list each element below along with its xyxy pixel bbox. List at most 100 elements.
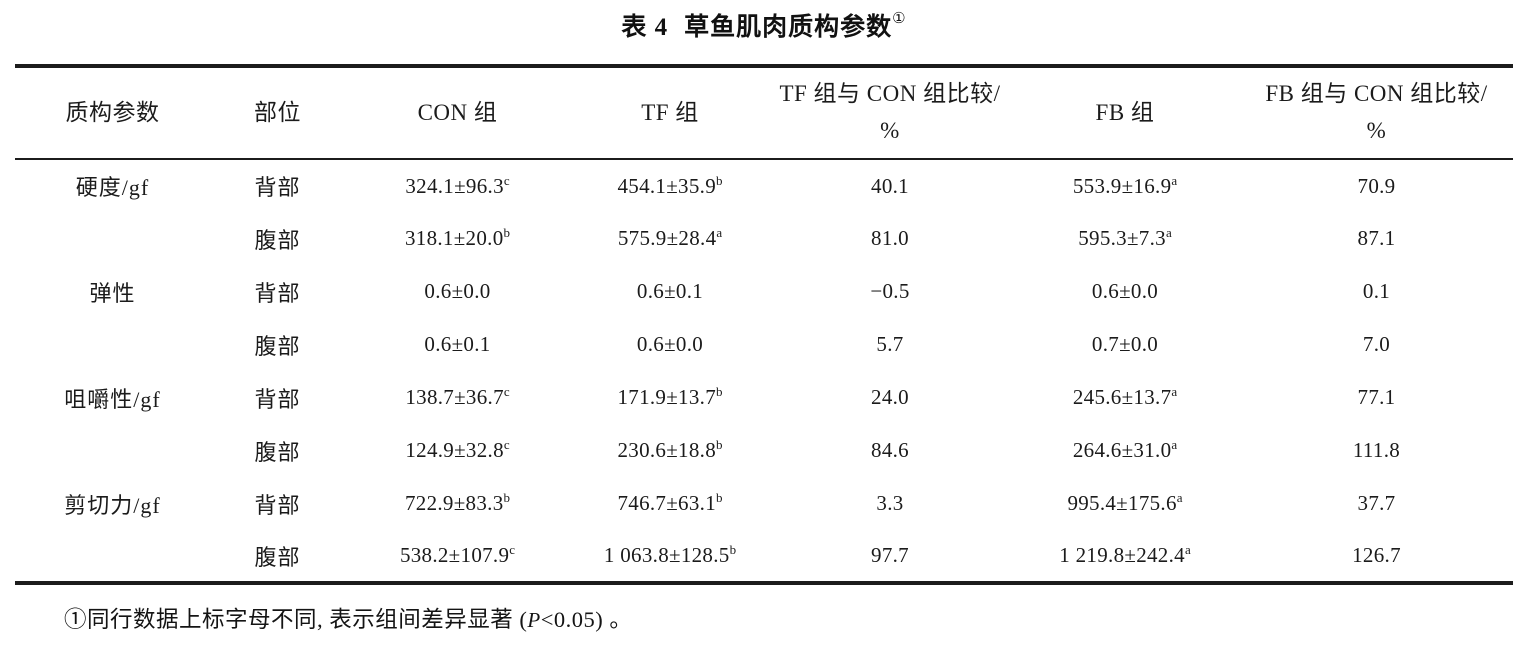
cell-con: 538.2±107.9c [345, 530, 570, 583]
cell-part: 腹部 [254, 333, 301, 359]
value: 0.6±0.0 [1091, 279, 1159, 303]
cell-fb: 245.6±13.7a [1010, 371, 1240, 424]
header-line: % [880, 118, 900, 143]
cell-part: 腹部 [254, 439, 301, 465]
value: 746.7±63.1 [617, 491, 717, 515]
cell-fb: 264.6±31.0a [1010, 424, 1240, 477]
table-row: 硬度/gf 背部 324.1±96.3c 454.1±35.9b 40.1 55… [15, 159, 1513, 212]
cell-tf: 171.9±13.7b [570, 371, 770, 424]
significance-letter: a [716, 225, 723, 240]
significance-letter: b [729, 542, 737, 557]
table-header: 质构参数 部位 CON 组 TF 组 TF 组与 CON 组比较/% FB 组 … [15, 66, 1513, 160]
cell-con: 324.1±96.3c [345, 159, 570, 212]
cell-fb-vs-con: 87.1 [1357, 226, 1396, 250]
cell-tf-vs-con: −0.5 [870, 279, 910, 303]
value: 995.4±175.6 [1067, 491, 1177, 515]
column-header-fb-vs-con: FB 组与 CON 组比较/% [1240, 66, 1513, 160]
footnote-p-symbol: P [527, 608, 541, 632]
value: 454.1±35.9 [617, 173, 717, 198]
cell-fb-vs-con: 70.9 [1357, 173, 1396, 198]
value: 0.6±0.0 [424, 279, 491, 303]
column-header-fb: FB 组 [1010, 66, 1240, 160]
cell-tf: 230.6±18.8b [570, 424, 770, 477]
cell-tf: 575.9±28.4a [570, 212, 770, 265]
cell-fb-vs-con: 37.7 [1357, 491, 1396, 515]
cell-tf: 0.6±0.0 [570, 318, 770, 371]
value: 230.6±18.8 [617, 438, 717, 462]
significance-letter: b [503, 490, 511, 505]
value: 324.1±96.3 [405, 173, 504, 198]
cell-param [15, 318, 210, 371]
header-line: FB 组与 CON 组比较/ [1265, 81, 1488, 107]
value: 0.7±0.0 [1091, 332, 1159, 356]
cell-tf-vs-con: 81.0 [871, 226, 909, 250]
cell-param: 硬度/gf [75, 175, 150, 200]
header-line: CON 组 [417, 99, 498, 125]
table-row: 腹部 124.9±32.8c 230.6±18.8b 84.6 264.6±31… [15, 424, 1513, 477]
cell-fb-vs-con: 77.1 [1357, 385, 1396, 409]
value: 0.6±0.1 [424, 332, 491, 356]
cell-tf: 1 063.8±128.5b [570, 530, 770, 583]
cell-tf-vs-con: 84.6 [871, 438, 909, 462]
significance-letter: c [503, 437, 510, 452]
value: 553.9±16.9 [1072, 173, 1172, 198]
cell-part: 腹部 [254, 544, 301, 570]
cell-param [15, 530, 210, 583]
cell-part: 背部 [254, 492, 301, 518]
significance-letter: b [716, 490, 723, 505]
cell-con: 0.6±0.0 [345, 265, 570, 318]
cell-part: 背部 [254, 280, 301, 306]
header-line: 部位 [254, 99, 301, 125]
table-row: 弹性 背部 0.6±0.0 0.6±0.1 −0.5 0.6±0.0 0.1 [15, 265, 1513, 318]
table-row: 腹部 538.2±107.9c 1 063.8±128.5b 97.7 1 21… [15, 530, 1513, 583]
significance-letter: b [716, 384, 723, 399]
cell-part: 腹部 [254, 227, 301, 253]
value: 0.6±0.0 [636, 332, 704, 356]
column-header-tf: TF 组 [570, 66, 770, 160]
column-header-texture-param: 质构参数 [15, 66, 210, 160]
cell-fb: 1 219.8±242.4a [1010, 530, 1240, 583]
cell-param: 咀嚼性/gf [64, 386, 161, 412]
cell-param [15, 424, 210, 477]
value: 264.6±31.0 [1072, 438, 1172, 462]
footnote: ①同行数据上标字母不同, 表示组间差异显著 (P<0.05) 。 [64, 602, 1527, 634]
table-container: 质构参数 部位 CON 组 TF 组 TF 组与 CON 组比较/% FB 组 … [15, 64, 1513, 585]
table-name: 草鱼肌肉质构参数 [684, 14, 893, 41]
significance-letter: b [716, 172, 723, 188]
header-line: 质构参数 [65, 99, 160, 125]
significance-letter: a [1165, 225, 1172, 240]
cell-tf-vs-con: 5.7 [876, 332, 904, 356]
texture-parameters-table: 质构参数 部位 CON 组 TF 组 TF 组与 CON 组比较/% FB 组 … [15, 64, 1513, 585]
cell-tf-vs-con: 40.1 [871, 173, 909, 198]
header-line: TF 组与 CON 组比较/ [779, 81, 1001, 107]
header-line: FB 组 [1095, 99, 1155, 125]
table-title: 表 4 草鱼肌肉质构参数① [0, 0, 1527, 43]
significance-letter: a [1184, 542, 1191, 557]
header-row: 质构参数 部位 CON 组 TF 组 TF 组与 CON 组比较/% FB 组 … [15, 66, 1513, 160]
cell-param: 弹性 [89, 280, 136, 306]
value: 318.1±20.0 [404, 226, 504, 250]
cell-part: 背部 [254, 386, 301, 412]
value: 538.2±107.9 [399, 543, 510, 567]
table-row: 腹部 318.1±20.0b 575.9±28.4a 81.0 595.3±7.… [15, 212, 1513, 265]
header-line: % [1366, 118, 1387, 143]
cell-tf: 746.7±63.1b [570, 477, 770, 530]
value: 124.9±32.8 [405, 438, 504, 462]
table-row: 剪切力/gf 背部 722.9±83.3b 746.7±63.1b 3.3 99… [15, 477, 1513, 530]
cell-con: 124.9±32.8c [345, 424, 570, 477]
table-number: 表 4 [621, 14, 669, 41]
table-body: 硬度/gf 背部 324.1±96.3c 454.1±35.9b 40.1 55… [15, 159, 1513, 583]
significance-letter: b [716, 437, 723, 452]
cell-fb: 0.6±0.0 [1010, 265, 1240, 318]
value: 575.9±28.4 [617, 226, 717, 250]
value: 1 063.8±128.5 [603, 543, 730, 567]
column-header-con: CON 组 [345, 66, 570, 160]
cell-param: 剪切力/gf [64, 492, 161, 518]
cell-fb-vs-con: 111.8 [1352, 438, 1401, 462]
significance-letter: a [1171, 437, 1178, 452]
cell-fb-vs-con: 0.1 [1362, 279, 1391, 303]
cell-fb: 0.7±0.0 [1010, 318, 1240, 371]
value: 722.9±83.3 [404, 491, 504, 515]
cell-fb: 595.3±7.3a [1010, 212, 1240, 265]
